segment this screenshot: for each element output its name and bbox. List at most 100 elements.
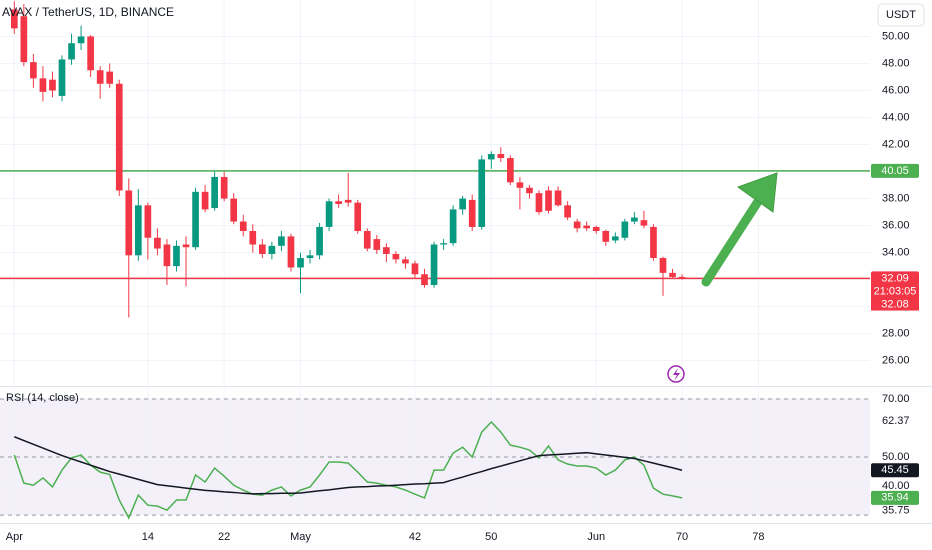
x-tick-label: 50: [485, 531, 497, 543]
candle-body: [402, 259, 409, 264]
level-badge: [871, 163, 919, 178]
candle-body: [96, 70, 104, 84]
x-tick-label: 14: [142, 531, 154, 543]
y-tick-label: 38.00: [882, 192, 910, 204]
rsi-line: [14, 436, 683, 495]
y-tick-label: 42.00: [882, 138, 910, 150]
currency-label[interactable]: USDT: [886, 9, 916, 21]
candle-body: [363, 231, 371, 249]
candle-body: [39, 78, 47, 92]
candle-body: [335, 201, 342, 204]
candle-body: [10, 9, 18, 29]
arrow-shaft: [701, 198, 762, 287]
rsi-badge: [871, 463, 919, 478]
candle-body: [278, 236, 285, 246]
level-badge: [871, 271, 919, 286]
candle-body: [478, 159, 486, 227]
rsi-badge: [871, 490, 919, 505]
candle-body: [564, 205, 571, 218]
candle-body: [115, 83, 123, 191]
candle-body: [192, 191, 199, 248]
countdown-badge: [871, 284, 919, 311]
rsi-badge-label: 35.94: [881, 492, 909, 504]
x-tick-label: 78: [752, 531, 764, 543]
candle-body: [459, 198, 467, 210]
candle-body: [134, 205, 142, 256]
currency-button[interactable]: [877, 3, 925, 27]
candle-body: [516, 182, 524, 188]
y-tick-label: 48.00: [882, 57, 910, 69]
y-tick-label: 44.00: [882, 111, 910, 123]
y-tick-label: 50.00: [882, 30, 910, 42]
rsi-line: [13, 420, 683, 520]
candle-body: [211, 176, 218, 209]
candle-body: [611, 236, 619, 241]
candle-body: [440, 243, 447, 245]
chart-title: AVAX / TetherUS, 1D, BINANCE: [2, 5, 174, 19]
candle-body: [163, 244, 171, 267]
candle-body: [678, 276, 686, 279]
candle-body: [173, 245, 180, 267]
candle-body: [640, 220, 648, 226]
candle-body: [249, 231, 257, 245]
candle-body: [650, 226, 657, 259]
x-tick-label: 42: [409, 531, 421, 543]
candle-body: [507, 158, 514, 183]
candle-body: [106, 71, 114, 84]
candle-body: [287, 236, 295, 268]
rsi-title: RSI (14, close): [6, 392, 79, 404]
candle-body: [631, 217, 638, 222]
candle-body: [468, 199, 476, 227]
candle-body: [258, 244, 266, 254]
candle-body: [383, 247, 390, 254]
rsi-badge-label: 62.37: [882, 415, 910, 427]
candle-body: [421, 274, 428, 286]
candle-body: [316, 226, 323, 256]
candle-body: [373, 239, 381, 250]
y-tick-label: 26.00: [882, 355, 910, 367]
candle-body: [230, 198, 238, 222]
candle-body: [20, 16, 28, 63]
candle-body: [30, 62, 37, 79]
candle-body: [49, 79, 56, 91]
candle-body: [526, 187, 533, 194]
arrow-head: [736, 172, 778, 213]
candle-body: [583, 225, 591, 229]
candle-body: [497, 154, 505, 159]
y-tick-label: 50.00: [882, 451, 910, 463]
candle-body: [144, 205, 152, 238]
rsi-badge-label: 35.75: [882, 505, 910, 517]
candle-body: [58, 59, 66, 96]
candle-body: [573, 221, 581, 229]
candle-body: [669, 272, 676, 277]
x-tick-label: 70: [676, 531, 688, 543]
x-tick-label: May: [290, 531, 311, 543]
event-icon-bolt: [673, 368, 680, 381]
candle-body: [602, 231, 610, 242]
y-tick-label: 36.00: [882, 220, 910, 232]
candle-body: [554, 190, 562, 206]
candle-body: [87, 36, 94, 71]
level-badge-label: 40.05: [881, 165, 909, 177]
candle-body: [297, 258, 304, 268]
candle-body: [621, 221, 629, 238]
candle-body: [449, 209, 457, 244]
y-tick-label: 70.00: [882, 393, 910, 405]
candle-body: [487, 154, 495, 160]
y-tick-label: 28.00: [882, 328, 910, 340]
countdown-label: 21:03:05: [874, 285, 917, 297]
candle-body: [154, 237, 161, 249]
candle-body: [592, 226, 600, 231]
candle-body: [125, 190, 133, 256]
candle-body: [268, 245, 276, 254]
last-price-label: 32.08: [881, 298, 909, 310]
x-tick-label: Jun: [587, 531, 605, 543]
candle-body: [659, 258, 667, 273]
candle-body: [239, 221, 247, 231]
x-tick-label: 22: [218, 531, 230, 543]
candle-body: [392, 253, 400, 260]
candle-body: [68, 43, 75, 60]
